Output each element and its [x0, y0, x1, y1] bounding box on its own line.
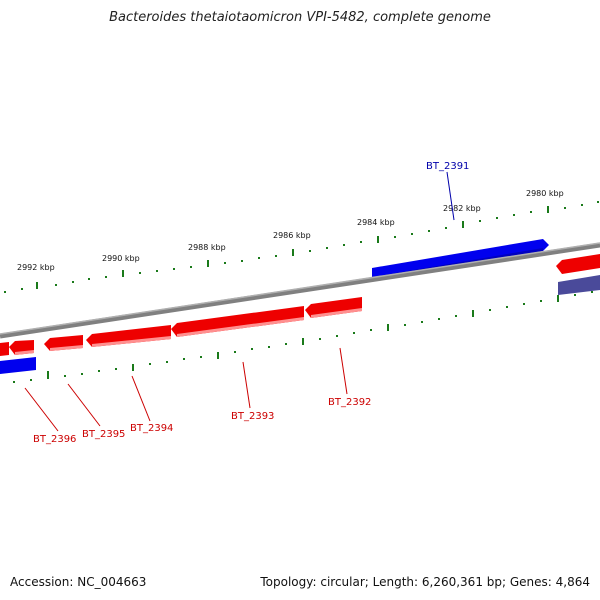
gene-reverse-edge-arrow[interactable] — [0, 342, 9, 356]
gene-label-bt2396[interactable]: BT_2396 — [33, 434, 76, 445]
gene-reverse-right-arrow[interactable] — [556, 254, 600, 274]
gene-bt2393-arrow[interactable] — [171, 306, 304, 337]
gene-label-bt2395[interactable]: BT_2395 — [82, 429, 125, 440]
gene-forward-right-arrow[interactable] — [558, 275, 600, 295]
upper-ticks — [4, 201, 599, 293]
gene-forward-left-arrow[interactable] — [0, 357, 36, 374]
kbp-label-2986: 2986 kbp — [273, 231, 311, 240]
genome-title: Bacteroides thetaiotaomicron VPI-5482, c… — [109, 10, 491, 25]
gene-label-bt2392[interactable]: BT_2392 — [328, 397, 371, 408]
kbp-label-2988: 2988 kbp — [188, 243, 226, 252]
kbp-label-2992: 2992 kbp — [17, 263, 55, 272]
reverse-genes — [0, 254, 600, 356]
genome-summary-text: Topology: circular; Length: 6,260,361 bp… — [260, 575, 590, 589]
gene-label-bt2394[interactable]: BT_2394 — [130, 423, 173, 434]
kbp-label-2980: 2980 kbp — [526, 189, 564, 198]
genome-backbone — [0, 242, 600, 339]
gene-label-bt2393[interactable]: BT_2393 — [231, 411, 274, 422]
kbp-label-2984: 2984 kbp — [357, 218, 395, 227]
accession-text: Accession: NC_004663 — [10, 575, 147, 589]
gene-bt2394-arrow[interactable] — [86, 325, 171, 347]
callout-lines — [24, 171, 455, 432]
lower-ticks — [13, 291, 593, 383]
kbp-label-2982: 2982 kbp — [443, 204, 481, 213]
gene-label-bt2391[interactable]: BT_2391 — [426, 161, 469, 172]
kbp-label-2990: 2990 kbp — [102, 254, 140, 263]
